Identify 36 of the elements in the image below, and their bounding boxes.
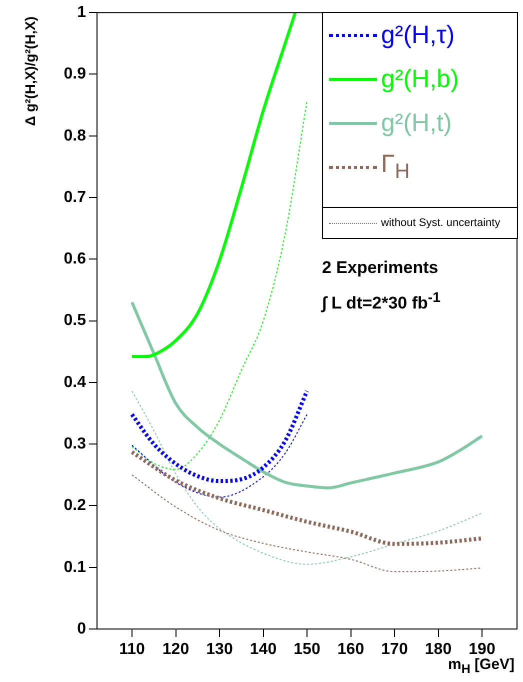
annotation: without Syst. uncertainty — [381, 217, 500, 229]
y-tick-label: 0.8 — [64, 127, 86, 144]
annotation: ∫ L dt=2*30 fb$^{-1}$ — [322, 290, 440, 314]
y-tick-label: 0.7 — [64, 188, 86, 206]
y-tick-label: 0.5 — [64, 312, 86, 330]
y-tick-label: 0.9 — [64, 66, 86, 83]
legend-label: g²(H,t) — [381, 108, 452, 138]
x-tick-label: 150 — [294, 641, 320, 658]
x-tick-label: 170 — [381, 641, 408, 658]
line-series — [132, 100, 308, 470]
legend-label: g²(H,τ) — [381, 20, 455, 50]
line-series — [132, 474, 482, 572]
x-axis-title: m$_{H}$ [GeV] — [448, 656, 515, 676]
x-tick-label: 160 — [337, 641, 364, 658]
x-tick-label: 190 — [468, 641, 496, 658]
x-tick-label: 110 — [119, 641, 146, 658]
y-tick-label: 0.3 — [64, 435, 86, 452]
y-tick-label: 0.4 — [64, 374, 86, 391]
y-tick-label: 0.2 — [64, 497, 86, 514]
legend-label: Γ$_{H}$ — [381, 150, 410, 184]
y-tick-label: 0.6 — [64, 250, 86, 268]
line-series — [130, 450, 484, 546]
x-tick-label: 140 — [250, 641, 277, 658]
x-tick-label: 130 — [206, 641, 233, 658]
y-tick-label: 0 — [77, 620, 86, 638]
line-series — [132, 390, 482, 565]
legend-label: g²(H,b) — [381, 64, 459, 94]
x-tick-label: 180 — [424, 641, 452, 658]
annotation: 2 Experiments — [322, 258, 438, 278]
x-tick-label: 120 — [162, 641, 190, 658]
y-axis-title: Δ g²(H,X)/g²(H,X) — [22, 16, 38, 126]
line-series — [130, 12, 297, 358]
line-series — [132, 414, 308, 498]
line-series — [130, 389, 309, 484]
y-tick-label: 0.1 — [64, 558, 86, 576]
y-tick-label: 1 — [77, 4, 86, 22]
